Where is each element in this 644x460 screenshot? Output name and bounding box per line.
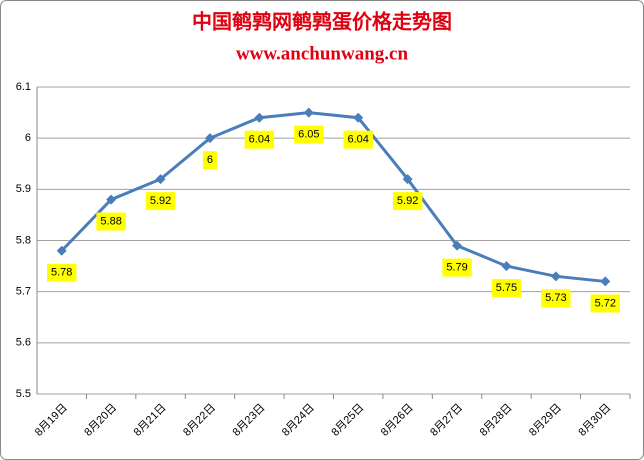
data-label: 5.92 xyxy=(392,192,423,211)
data-label: 6.04 xyxy=(343,130,373,149)
data-label-box xyxy=(491,279,522,298)
data-label-text: 5.92 xyxy=(397,195,418,207)
marker xyxy=(254,112,265,123)
data-label-text: 5.72 xyxy=(595,297,616,309)
y-tick-label: 6.1 xyxy=(16,81,31,93)
marker xyxy=(303,107,314,118)
data-label-box xyxy=(244,130,275,149)
data-label-text: 6.04 xyxy=(347,134,368,146)
y-tick-label: 5.5 xyxy=(16,388,31,400)
data-label-text: 5.88 xyxy=(100,215,121,227)
marker xyxy=(600,276,611,287)
data-label: 5.72 xyxy=(590,294,621,313)
data-label-text: 5.92 xyxy=(150,195,171,207)
data-label: 5.92 xyxy=(145,192,176,211)
data-label-text: 6.05 xyxy=(298,128,319,140)
data-label-box xyxy=(442,258,472,277)
data-label-box xyxy=(541,289,571,308)
data-label-box xyxy=(46,263,77,282)
marker xyxy=(155,174,166,185)
marker xyxy=(501,261,512,272)
y-tick-label: 5.8 xyxy=(16,234,31,246)
data-label-text: 6.04 xyxy=(249,134,270,146)
line xyxy=(60,111,606,283)
chart-subtitle: www.anchunwang.cn xyxy=(236,43,409,64)
data-label-box xyxy=(294,125,324,144)
data-label-text: 5.73 xyxy=(545,292,566,304)
data-label-box xyxy=(202,151,218,170)
data-label: 5.73 xyxy=(541,289,571,308)
y-tick-label: 5.9 xyxy=(16,183,31,195)
data-label-text: 6 xyxy=(207,154,213,166)
marker xyxy=(204,133,215,144)
data-label-text: 5.79 xyxy=(446,262,467,274)
y-tick-label: 5.6 xyxy=(16,337,31,349)
marker xyxy=(402,174,413,185)
data-label-box xyxy=(590,294,621,313)
data-label: 6 xyxy=(202,151,218,170)
data-label-box xyxy=(343,130,373,149)
data-label-box xyxy=(96,212,126,231)
data-label: 6.04 xyxy=(244,130,275,149)
data-label-text: 5.75 xyxy=(496,282,517,294)
marker xyxy=(550,271,561,282)
data-label: 5.78 xyxy=(46,263,77,282)
y-tick-label: 5.7 xyxy=(16,286,31,298)
marker xyxy=(106,194,117,205)
data-label: 5.75 xyxy=(491,279,522,298)
data-label: 5.79 xyxy=(442,258,472,277)
data-label: 5.88 xyxy=(96,212,126,231)
marker xyxy=(452,240,463,251)
chart-title: 中国鹌鹑网鹌鹑蛋价格走势图 xyxy=(192,10,452,34)
data-label-box xyxy=(392,192,423,211)
data-label-box xyxy=(145,192,176,211)
data-label-text: 5.78 xyxy=(51,267,72,279)
data-label: 6.05 xyxy=(294,125,324,144)
marker xyxy=(56,245,67,256)
y-tick-label: 6 xyxy=(25,132,31,144)
marker xyxy=(353,112,364,123)
